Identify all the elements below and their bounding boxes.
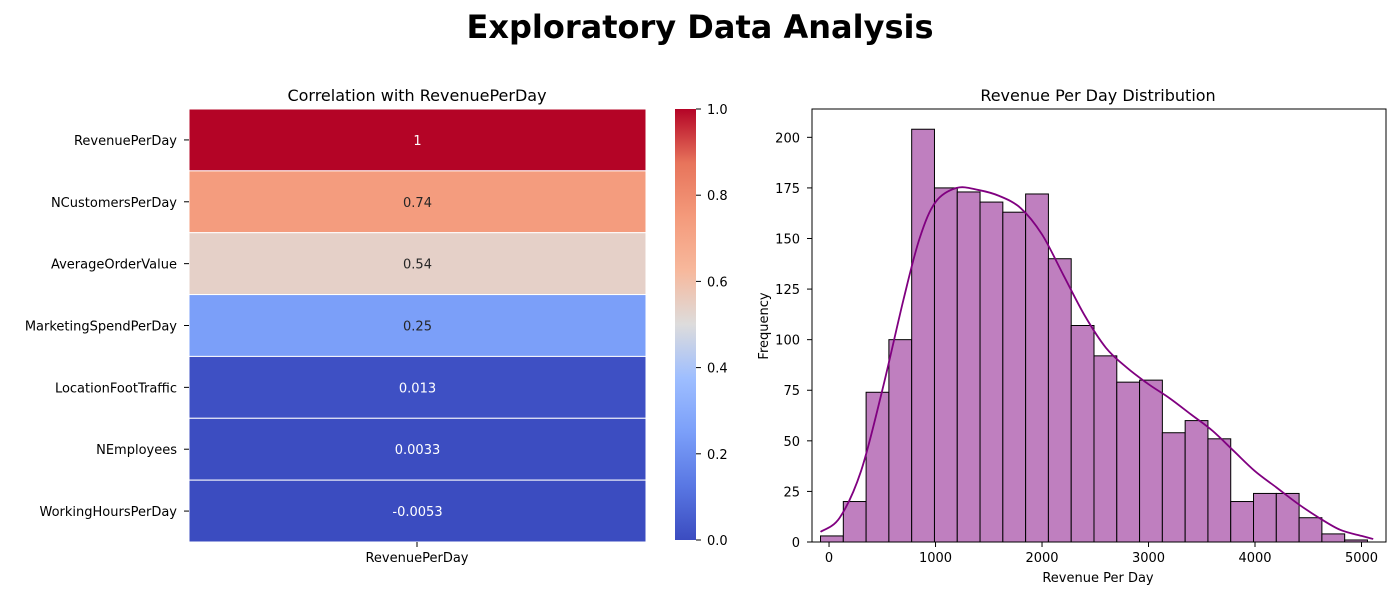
colorbar-ticks: 0.0 0.2 0.4 0.6 0.8 1.0 xyxy=(696,103,728,549)
histogram-title: Revenue Per Day Distribution xyxy=(980,86,1215,105)
histogram-x-tick-label: 0 xyxy=(825,551,833,566)
histogram-y-tick-label: 150 xyxy=(775,232,800,247)
heatmap-cell-annotation: 0.74 xyxy=(403,196,432,211)
heatmap-row-label: RevenuePerDay xyxy=(74,134,177,149)
heatmap-cell xyxy=(188,479,647,543)
histogram-bar xyxy=(888,339,913,543)
heatmap-row-label: LocationFootTraffic xyxy=(55,381,177,396)
histogram-bar xyxy=(1321,533,1346,543)
histogram-y-ticks: 0 25 50 75 100 125 150 175 200 xyxy=(775,131,812,551)
colorbar-tick-label: 0.0 xyxy=(707,534,728,549)
histogram-bar xyxy=(1047,258,1072,543)
histogram-y-tick-label: 125 xyxy=(775,283,800,298)
histogram-bar xyxy=(1002,211,1027,543)
heatmap-row-labels: RevenuePerDay NCustomersPerDay AverageOrde… xyxy=(25,134,189,520)
heatmap-cells: 1 0.74 0.54 0.25 0.013 0.0033 -0.0053 xyxy=(188,108,647,543)
histogram-bar xyxy=(1298,517,1323,543)
heatmap-cell-annotation: 1 xyxy=(413,134,421,149)
histogram-y-tick-label: 100 xyxy=(775,334,800,349)
histogram-bar xyxy=(956,191,981,543)
colorbar-tick-label: 0.2 xyxy=(707,448,728,463)
histogram-bar xyxy=(1139,379,1163,543)
histogram-bar xyxy=(911,128,935,543)
histogram-x-tick-label: 5000 xyxy=(1345,551,1378,566)
histogram-bar xyxy=(1275,492,1300,543)
histogram-bar xyxy=(1093,355,1118,543)
kde-curve xyxy=(819,186,1374,540)
heatmap-row-label: AverageOrderValue xyxy=(51,258,177,273)
heatmap-cell-annotation: 0.013 xyxy=(399,381,436,396)
colorbar-tick-label: 1.0 xyxy=(707,103,728,118)
histogram-y-tick-label: 175 xyxy=(775,182,800,197)
histogram-bar xyxy=(1070,325,1095,543)
heatmap-row-label: NEmployees xyxy=(96,443,177,458)
colorbar-gradient xyxy=(675,109,696,540)
heatmap-row-label: WorkingHoursPerDay xyxy=(40,505,178,520)
heatmap-cell-annotation: 0.0033 xyxy=(395,443,441,458)
histogram-y-axis-label: Frequency xyxy=(757,292,772,359)
heatmap-cell-annotation: -0.0053 xyxy=(392,505,442,520)
histogram-bar xyxy=(1207,438,1232,543)
histogram-y-tick-label: 0 xyxy=(792,536,800,551)
histogram-y-tick-label: 50 xyxy=(783,435,800,450)
histogram-x-tick-label: 4000 xyxy=(1238,551,1271,566)
heatmap-cell xyxy=(188,170,647,234)
histogram-y-tick-label: 200 xyxy=(775,131,800,146)
histogram-y-tick-label: 75 xyxy=(783,384,800,399)
heatmap-cell-annotation: 0.25 xyxy=(403,320,432,335)
heatmap-cell xyxy=(188,232,647,296)
histogram-plot-frame xyxy=(811,108,1387,543)
histogram-panel: Revenue Per Day Distribution 0 1000 2000 30… xyxy=(757,86,1387,586)
histogram-x-tick-label: 3000 xyxy=(1132,551,1165,566)
histogram-bar xyxy=(1253,492,1277,543)
histogram-bar xyxy=(933,187,958,543)
heatmap-panel: Correlation with RevenuePerDay 1 0.74 0.54… xyxy=(25,86,647,566)
histogram-bar xyxy=(820,535,844,543)
colorbar-tick-label: 0.8 xyxy=(707,189,728,204)
heatmap-row-label: NCustomersPerDay xyxy=(51,196,177,211)
colorbar-tick-label: 0.4 xyxy=(707,362,728,377)
histogram-bar xyxy=(865,391,890,543)
histogram-x-axis-label: Revenue Per Day xyxy=(1042,571,1154,586)
heatmap-cell xyxy=(188,108,647,172)
histogram-x-ticks: 0 1000 2000 3000 4000 5000 xyxy=(825,542,1378,566)
colorbar: 0.0 0.2 0.4 0.6 0.8 1.0 xyxy=(675,103,728,549)
heatmap-x-tick: RevenuePerDay xyxy=(365,542,469,566)
histogram-bars xyxy=(820,128,1368,543)
heatmap-column-label: RevenuePerDay xyxy=(365,551,468,566)
heatmap-cell xyxy=(188,294,647,357)
histogram-x-tick-label: 2000 xyxy=(1025,551,1058,566)
histogram-bar xyxy=(1230,501,1255,543)
histogram-bar xyxy=(1116,381,1141,543)
histogram-x-tick-label: 1000 xyxy=(919,551,952,566)
histogram-bar xyxy=(1184,420,1209,543)
histogram-y-tick-label: 25 xyxy=(783,485,800,500)
histogram-bar xyxy=(1025,193,1049,543)
colorbar-tick-label: 0.6 xyxy=(707,275,728,290)
figure-title: Exploratory Data Analysis xyxy=(466,8,934,46)
histogram-bar xyxy=(979,201,1004,543)
histogram-bar xyxy=(1161,432,1186,543)
heatmap-title: Correlation with RevenuePerDay xyxy=(287,86,546,105)
heatmap-cell-annotation: 0.54 xyxy=(403,258,432,273)
heatmap-row-label: MarketingSpendPerDay xyxy=(25,320,177,335)
